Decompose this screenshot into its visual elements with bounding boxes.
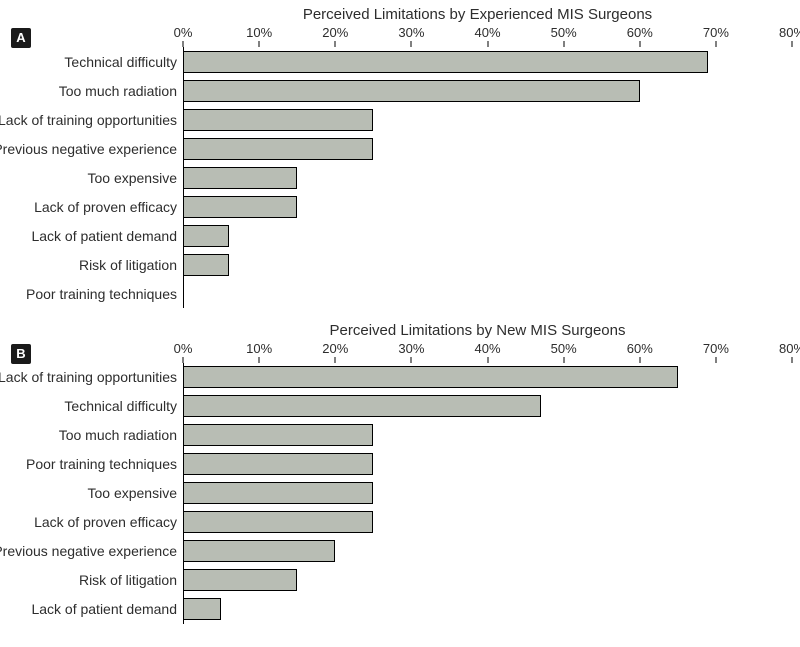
bar-row bbox=[183, 479, 792, 508]
bar-row bbox=[183, 279, 792, 308]
category-label: Technical difficulty bbox=[8, 47, 183, 76]
bar-row bbox=[183, 192, 792, 221]
category-label: Lack of patient demand bbox=[8, 595, 183, 624]
x-axis: 0%10%20%30%40%50%60%70%80% bbox=[183, 25, 792, 47]
category-label: Lack of proven efficacy bbox=[8, 508, 183, 537]
bar bbox=[183, 511, 373, 533]
tick-label: 40% bbox=[474, 25, 500, 40]
tick-label: 40% bbox=[474, 341, 500, 356]
bar-row bbox=[183, 221, 792, 250]
bar-row bbox=[183, 134, 792, 163]
tick-label: 30% bbox=[398, 341, 424, 356]
bar bbox=[183, 167, 297, 189]
category-label: Too expensive bbox=[8, 479, 183, 508]
bar bbox=[183, 51, 708, 73]
bar-row bbox=[183, 595, 792, 624]
tick-label: 10% bbox=[246, 25, 272, 40]
bar bbox=[183, 366, 678, 388]
tick-label: 10% bbox=[246, 341, 272, 356]
category-label: Poor training techniques bbox=[8, 450, 183, 479]
tick-label: 30% bbox=[398, 25, 424, 40]
tick-label: 20% bbox=[322, 25, 348, 40]
bar-row bbox=[183, 163, 792, 192]
bar bbox=[183, 482, 373, 504]
bar-row bbox=[183, 537, 792, 566]
bar-row bbox=[183, 76, 792, 105]
bar-row bbox=[183, 421, 792, 450]
panel-a-chart: Technical difficulty Too much radiation … bbox=[8, 25, 792, 308]
y-axis-line bbox=[183, 47, 184, 308]
category-label: Lack of training opportunities bbox=[8, 105, 183, 134]
panel-b: Perceived Limitations by New MIS Surgeon… bbox=[8, 322, 792, 638]
bar-row bbox=[183, 250, 792, 279]
tick-label: 60% bbox=[627, 341, 653, 356]
bar bbox=[183, 254, 229, 276]
tick-label: 20% bbox=[322, 341, 348, 356]
category-label: Previous negative experience bbox=[8, 537, 183, 566]
bar bbox=[183, 540, 335, 562]
bar-row bbox=[183, 47, 792, 76]
category-label: Lack of proven efficacy bbox=[8, 192, 183, 221]
bar-row bbox=[183, 450, 792, 479]
tick-label: 80% bbox=[779, 25, 800, 40]
bar bbox=[183, 196, 297, 218]
category-label: Lack of training opportunities bbox=[8, 363, 183, 392]
category-label: Previous negative experience bbox=[8, 134, 183, 163]
tick-label: 50% bbox=[551, 341, 577, 356]
bar bbox=[183, 395, 541, 417]
tick-label: 70% bbox=[703, 25, 729, 40]
category-label: Technical difficulty bbox=[8, 392, 183, 421]
category-label: Risk of litigation bbox=[8, 250, 183, 279]
bar bbox=[183, 138, 373, 160]
bar bbox=[183, 109, 373, 131]
category-label: Too much radiation bbox=[8, 76, 183, 105]
tick-label: 70% bbox=[703, 341, 729, 356]
tick-label: 80% bbox=[779, 341, 800, 356]
bar bbox=[183, 80, 640, 102]
category-label: Risk of litigation bbox=[8, 566, 183, 595]
bar bbox=[183, 453, 373, 475]
bar bbox=[183, 569, 297, 591]
category-label: Poor training techniques bbox=[8, 279, 183, 308]
category-label: Too expensive bbox=[8, 163, 183, 192]
figure: Perceived Limitations by Experienced MIS… bbox=[0, 0, 800, 647]
bar bbox=[183, 598, 221, 620]
bar-row bbox=[183, 392, 792, 421]
y-axis-line bbox=[183, 363, 184, 624]
panel-a-title: Perceived Limitations by Experienced MIS… bbox=[163, 6, 792, 23]
tick-label: 0% bbox=[174, 25, 193, 40]
bar-row bbox=[183, 363, 792, 392]
category-label: Too much radiation bbox=[8, 421, 183, 450]
bar-row bbox=[183, 508, 792, 537]
panel-b-chart: Lack of training opportunities Technical… bbox=[8, 341, 792, 624]
tick-label: 50% bbox=[551, 25, 577, 40]
tick-label: 0% bbox=[174, 341, 193, 356]
bar bbox=[183, 225, 229, 247]
tick-label: 60% bbox=[627, 25, 653, 40]
panel-b-title: Perceived Limitations by New MIS Surgeon… bbox=[163, 322, 792, 339]
bar-row bbox=[183, 105, 792, 134]
x-axis: 0%10%20%30%40%50%60%70%80% bbox=[183, 341, 792, 363]
category-label: Lack of patient demand bbox=[8, 221, 183, 250]
bar bbox=[183, 424, 373, 446]
bar-row bbox=[183, 566, 792, 595]
panel-a: Perceived Limitations by Experienced MIS… bbox=[8, 6, 792, 322]
